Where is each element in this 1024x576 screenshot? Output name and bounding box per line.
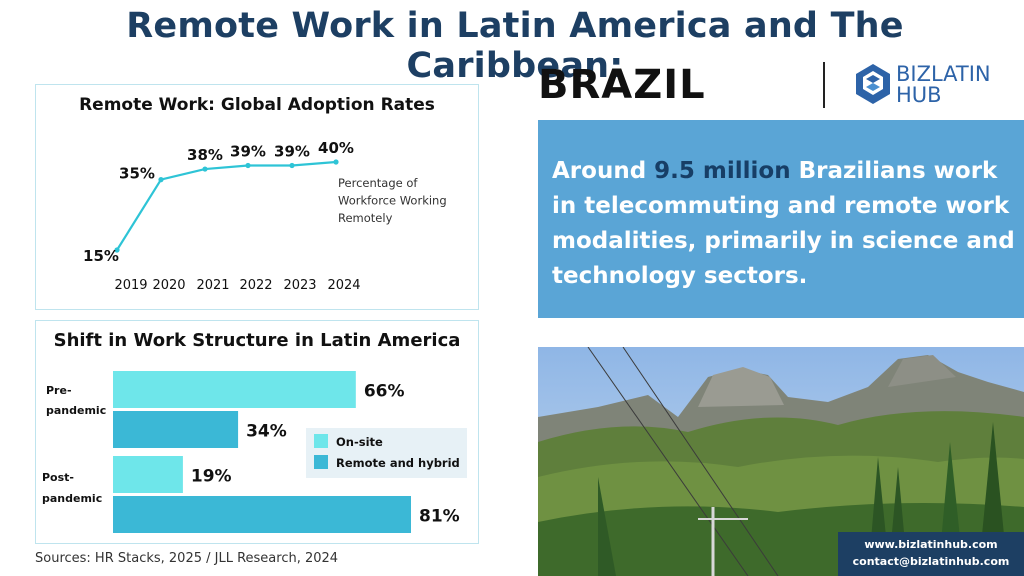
adoption-line-chart: 15% 35% 38% 39% 39% 40% 2019 2020 2021 2022 2023 20…	[83, 139, 447, 293]
adoption-point	[289, 162, 295, 169]
adoption-point	[114, 247, 120, 253]
adoption-chart-title: Remote Work: Global Adoption Rates	[79, 95, 435, 115]
work-structure-bar-chart: Pre-pandemic 66% 34% Post-pandemic 19% 81% On-…	[42, 371, 467, 533]
adoption-x-tick: 2019	[114, 278, 147, 293]
adoption-data-label: 40%	[318, 139, 354, 157]
info-text: Around 9.5 million Brazilians work in te…	[552, 154, 1018, 294]
bar-data-label: 34%	[246, 422, 287, 442]
adoption-annotation: Percentage of Workforce Working Remotely	[338, 176, 447, 225]
bizlatinhub-logo[interactable]: BIZLATIN HUB	[852, 62, 1012, 112]
bar-category-label: Pre-pandemic	[46, 384, 106, 417]
info-box: Around 9.5 million Brazilians work in te…	[538, 120, 1024, 318]
legend-box	[306, 428, 467, 478]
bar-data-label: 66%	[364, 382, 405, 402]
legend-swatch-remote	[314, 455, 328, 469]
adoption-x-tick: 2024	[327, 278, 360, 293]
adoption-line	[116, 160, 337, 251]
work-structure-panel: Shift in Work Structure in Latin America…	[35, 320, 479, 544]
legend-label: On-site	[336, 435, 383, 449]
sources-note: Sources: HR Stacks, 2025 / JLL Research,…	[35, 551, 339, 566]
remote-bar	[113, 411, 239, 448]
remote-bar	[113, 496, 411, 533]
page-title: Remote Work in Latin America and The Car…	[126, 6, 904, 86]
logo-line-2: HUB	[896, 83, 942, 107]
bar-data-label: 81%	[419, 507, 460, 527]
contact-box: www.bizlatinhub.com contact@bizlatinhub.…	[838, 532, 1024, 576]
work-structure-title: Shift in Work Structure in Latin America	[53, 330, 461, 351]
bar-category-label: Post-pandemic	[42, 471, 102, 505]
logo-wordmark: BIZLATIN HUB	[896, 64, 991, 106]
adoption-x-tick: 2023	[283, 278, 316, 293]
adoption-x-tick: 2022	[239, 278, 272, 293]
website-link[interactable]: www.bizlatinhub.com	[864, 538, 998, 551]
adoption-data-label: 35%	[119, 165, 155, 183]
header-divider	[823, 62, 825, 108]
legend-label: Remote and hybrid	[336, 456, 460, 470]
adoption-data-label: 39%	[274, 143, 310, 161]
adoption-data-label: 38%	[187, 146, 223, 164]
adoption-data-label: 15%	[83, 247, 119, 265]
bar-data-label: 19%	[191, 467, 232, 487]
adoption-data-label: 39%	[230, 143, 266, 161]
adoption-point	[202, 166, 208, 172]
adoption-chart-panel: Remote Work: Global Adoption Rates 15% 35…	[35, 84, 479, 310]
country-title: BRAZIL	[538, 62, 706, 108]
info-highlight: 9.5 million	[654, 158, 791, 184]
onsite-bar	[113, 371, 356, 408]
adoption-point	[158, 177, 164, 183]
onsite-bar	[113, 456, 183, 493]
adoption-point	[333, 159, 339, 165]
info-prefix: Around	[552, 158, 655, 184]
info-suffix: Brazilians work in telecommuting and rem…	[552, 158, 1015, 289]
email-link[interactable]: contact@bizlatinhub.com	[852, 555, 1010, 568]
adoption-point	[245, 162, 251, 169]
logo-mark-icon	[856, 64, 890, 104]
adoption-x-tick: 2020	[152, 278, 185, 293]
adoption-x-tick: 2021	[196, 278, 229, 293]
legend-swatch-onsite	[314, 434, 328, 448]
logo-line-1: BIZLATIN	[896, 62, 991, 86]
